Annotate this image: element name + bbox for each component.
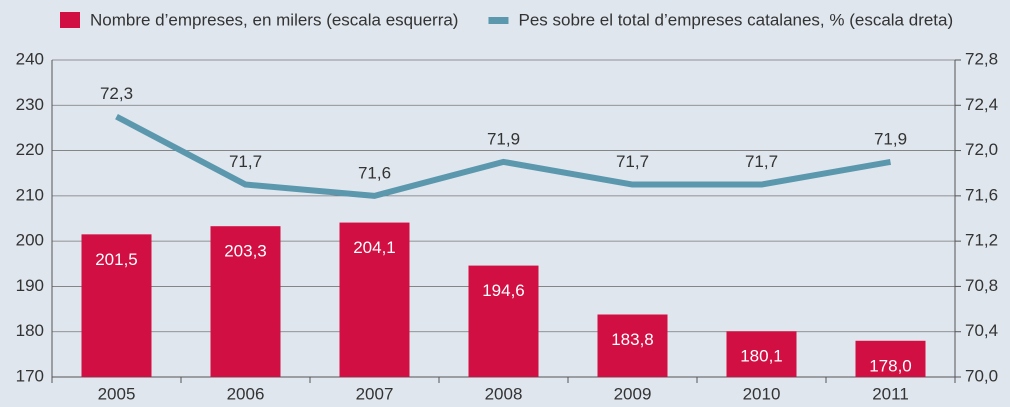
y2-tick-label: 70,8 [965, 276, 998, 295]
bar [726, 331, 797, 377]
legend-label: Nombre d’empreses, en milers (escala esq… [90, 10, 458, 29]
bar-label: 183,8 [611, 330, 654, 349]
x-tick-label: 2009 [614, 384, 652, 403]
bar-label: 178,0 [869, 356, 912, 375]
legend-swatch [488, 17, 509, 24]
bar [597, 314, 668, 377]
y-tick-label: 190 [16, 276, 44, 295]
y2-tick-label: 72,4 [965, 95, 998, 114]
x-tick-label: 2006 [227, 384, 265, 403]
y2-tick-label: 70,4 [965, 321, 998, 340]
bar-label: 204,1 [353, 238, 396, 257]
line [115, 113, 892, 199]
x-tick-label: 2008 [485, 384, 523, 403]
line-label: 71,9 [874, 129, 907, 148]
x-tick-label: 2010 [743, 384, 781, 403]
bar [81, 234, 152, 377]
y2-tick-label: 71,2 [965, 231, 998, 250]
y-tick-label: 210 [16, 185, 44, 204]
y2-tick-label: 70,0 [965, 366, 998, 385]
y-tick-label: 230 [16, 95, 44, 114]
line-label: 72,3 [100, 84, 133, 103]
line-label: 71,7 [616, 152, 649, 171]
bar [468, 265, 539, 377]
bar-label: 194,6 [482, 281, 525, 300]
bar [339, 222, 410, 377]
x-tick-label: 2007 [356, 384, 394, 403]
y-tick-label: 200 [16, 231, 44, 250]
bar-label: 180,1 [740, 347, 783, 366]
x-tick-label: 2011 [872, 384, 909, 403]
line-label: 71,6 [358, 163, 391, 182]
bar-label: 203,3 [224, 242, 267, 261]
legend-label: Pes sobre el total d’empreses catalanes,… [518, 10, 953, 29]
y2-tick-label: 72,0 [965, 140, 998, 159]
bar-label: 201,5 [95, 250, 138, 269]
y2-tick-label: 72,8 [965, 49, 998, 68]
bar [855, 340, 926, 377]
line-label: 71,9 [487, 129, 520, 148]
y-tick-label: 240 [16, 49, 44, 68]
x-tick-label: 2005 [98, 384, 136, 403]
bar [210, 226, 281, 377]
y2-tick-label: 71,6 [965, 185, 998, 204]
y-tick-label: 220 [16, 140, 44, 159]
line-label: 71,7 [745, 152, 778, 171]
y-tick-label: 170 [16, 366, 44, 385]
y-tick-label: 180 [16, 321, 44, 340]
legend-swatch [60, 12, 80, 28]
line-label: 71,7 [229, 152, 262, 171]
